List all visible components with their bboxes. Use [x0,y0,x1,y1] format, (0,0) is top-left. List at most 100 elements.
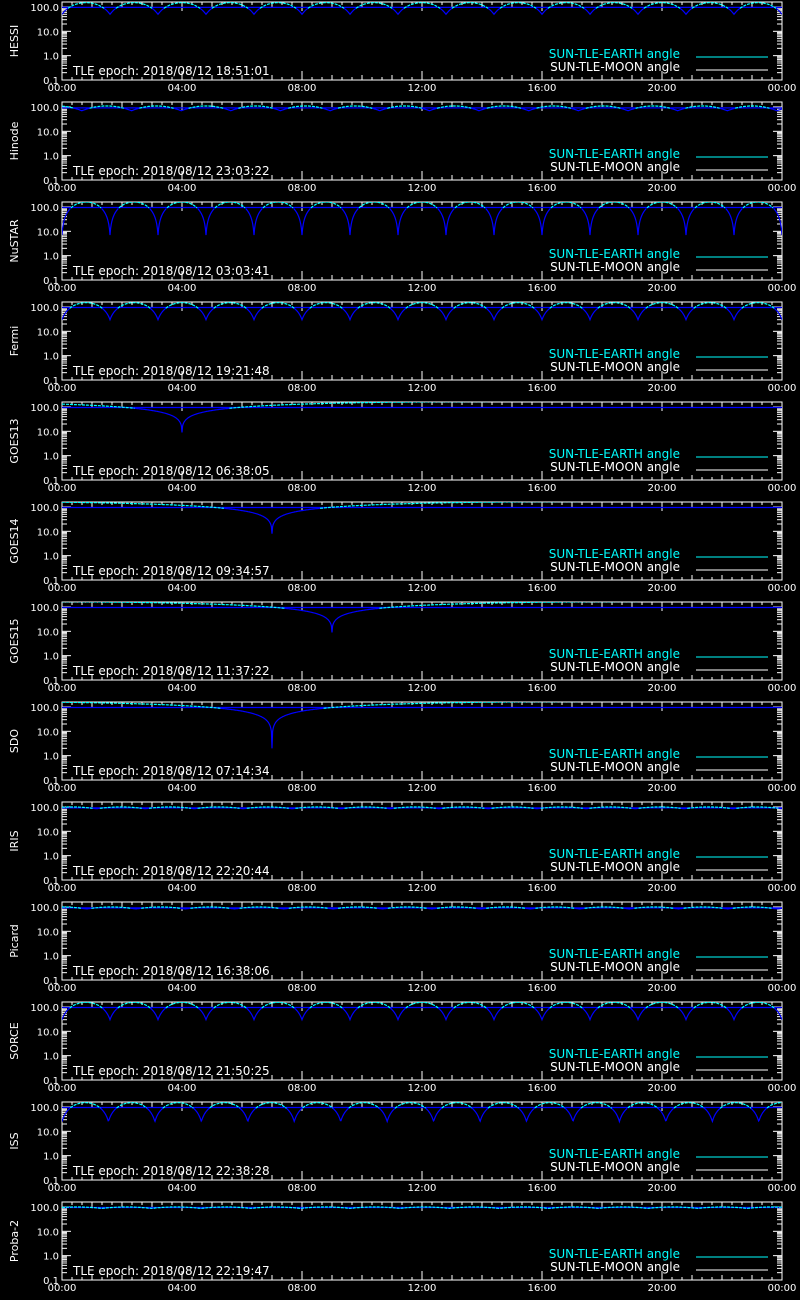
x-tick-label: 16:00 [528,983,557,994]
y-tick-label: 100.0 [30,1003,59,1014]
y-tick-label: 100.0 [30,303,59,314]
x-tick-label: 12:00 [408,783,437,794]
x-tick-label: 08:00 [288,383,317,394]
x-tick-label: 12:00 [408,1183,437,1194]
tle-epoch-label: TLE epoch: 2018/08/12 23:03:22 [72,164,270,178]
y-tick-label: 1.0 [43,452,59,463]
x-tick-label: 20:00 [648,383,677,394]
earth-angle-line [72,107,782,112]
y-tick-label: 1.0 [43,1252,59,1263]
legend-moon-label: SUN-TLE-MOON angle [550,860,680,874]
y-tick-label: 1.0 [43,1152,59,1163]
x-tick-label: 04:00 [168,683,197,694]
legend-earth-label: SUN-TLE-EARTH angle [549,147,680,161]
legend-earth-label: SUN-TLE-EARTH angle [549,347,680,361]
x-ticks [61,902,783,980]
x-tick-label: 04:00 [168,783,197,794]
earth-angle-line [78,907,782,910]
x-tick-label: 08:00 [288,1183,317,1194]
x-tick-label: 16:00 [528,83,557,94]
x-tick-label: 04:00 [168,483,197,494]
y-tick-label: 100.0 [30,503,59,514]
earth-angle-line-high [62,702,782,709]
x-tick-label: 00:00 [768,683,797,694]
panel-label: GOES14 [8,518,21,563]
panel-label: ISS [8,1132,21,1149]
legend-moon-label: SUN-TLE-MOON angle [550,1060,680,1074]
earth-angle-line-high [69,302,775,309]
legend-earth-label: SUN-TLE-EARTH angle [549,1047,680,1061]
y-tick-label: 0.1 [43,276,59,287]
earth-angle-line [62,7,782,16]
legend-earth-label: SUN-TLE-EARTH angle [549,747,680,761]
x-tick-label: 00:00 [48,183,77,194]
x-ticks [61,802,783,880]
x-tick-label: 12:00 [408,383,437,394]
y-tick-label: 10.0 [37,527,59,538]
earth-angle-line-high [62,502,782,509]
x-tick-label: 16:00 [528,583,557,594]
y-tick-label: 0.1 [43,1276,59,1287]
earth-angle-line-high [69,1002,775,1009]
x-tick-label: 12:00 [408,683,437,694]
y-tick-label: 1.0 [43,352,59,363]
x-tick-label: 00:00 [768,783,797,794]
panel-label: NuSTAR [8,219,21,263]
earth-angle-line [62,1107,768,1124]
tle-epoch-label: TLE epoch: 2018/08/12 11:37:22 [72,664,270,678]
x-tick-label: 08:00 [288,183,317,194]
y-tick-label: 100.0 [30,1203,59,1214]
y-tick-label: 10.0 [37,1227,59,1238]
panel-iss: 100.010.01.00.100:00 04:00 08:00 12:00 16:00… [8,1101,796,1194]
legend-moon-label: SUN-TLE-MOON angle [550,760,680,774]
x-ticks [61,202,783,280]
y-ticks [62,106,782,181]
x-tick-label: 16:00 [528,783,557,794]
y-tick-label: 10.0 [37,427,59,438]
y-tick-label: 1.0 [43,852,59,863]
earth-angle-line-high [62,806,779,809]
legend-earth-label: SUN-TLE-EARTH angle [549,947,680,961]
x-tick-label: 08:00 [288,83,317,94]
earth-angle-line [216,707,328,749]
x-tick-label: 08:00 [288,583,317,594]
earth-angle-line-high [62,602,782,609]
y-tick-label: 1.0 [43,652,59,663]
x-ticks [61,302,783,380]
x-tick-label: 04:00 [168,283,197,294]
panel-label: GOES15 [8,618,21,663]
tle-epoch-label: TLE epoch: 2018/08/12 03:03:41 [72,264,270,278]
y-tick-label: 10.0 [37,327,59,338]
y-tick-label: 0.1 [43,876,59,887]
legend-earth-label: SUN-TLE-EARTH angle [549,447,680,461]
y-tick-label: 1.0 [43,252,59,263]
x-tick-label: 16:00 [528,283,557,294]
x-tick-label: 00:00 [48,583,77,594]
x-tick-label: 08:00 [288,683,317,694]
legend-moon-label: SUN-TLE-MOON angle [550,360,680,374]
x-tick-label: 08:00 [288,783,317,794]
tle-epoch-label: TLE epoch: 2018/08/12 22:20:44 [72,864,270,878]
legend-earth-label: SUN-TLE-EARTH angle [549,247,680,261]
legend-moon-label: SUN-TLE-MOON angle [550,160,680,174]
x-tick-label: 00:00 [768,183,797,194]
x-tick-label: 00:00 [48,1283,77,1294]
y-tick-label: 10.0 [37,1127,59,1138]
x-tick-label: 12:00 [408,1283,437,1294]
tle-epoch-label: TLE epoch: 2018/08/12 07:14:34 [72,764,270,778]
y-tick-label: 10.0 [37,227,59,238]
y-tick-label: 100.0 [30,3,59,14]
y-tick-label: 1.0 [43,552,59,563]
x-tick-label: 20:00 [648,783,677,794]
legend-moon-label: SUN-TLE-MOON angle [550,260,680,274]
x-ticks [61,1102,783,1180]
panel-hinode: 100.010.01.00.100:00 04:00 08:00 12:00 16:00… [8,101,797,194]
x-tick-label: 12:00 [408,483,437,494]
x-tick-label: 00:00 [48,883,77,894]
x-tick-label: 12:00 [408,983,437,994]
legend-moon-label: SUN-TLE-MOON angle [550,960,680,974]
x-tick-label: 12:00 [408,583,437,594]
y-tick-label: 1.0 [43,1052,59,1063]
x-tick-label: 08:00 [288,1283,317,1294]
panel-goes15: 100.010.01.00.100:00 04:00 08:00 12:00 16:00… [8,601,796,694]
